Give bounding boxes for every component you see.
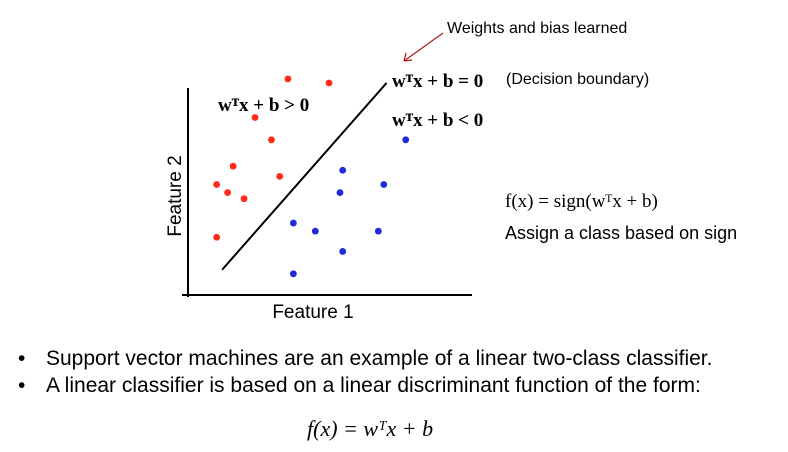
red-data-point xyxy=(213,233,221,241)
positive-region-label: wᵀx + b > 0 xyxy=(218,95,310,116)
blue-data-point xyxy=(402,136,410,144)
annotation-arrow-head xyxy=(403,52,413,62)
blue-data-point xyxy=(311,227,319,235)
blue-data-point xyxy=(374,227,382,235)
y-axis-label: Feature 2 xyxy=(165,155,186,236)
red-data-point xyxy=(224,189,232,196)
negative-region-label: wᵀx + b < 0 xyxy=(392,110,484,131)
bullet-text: A linear classifier is based on a linear… xyxy=(46,374,701,397)
boundary-equation: wᵀx + b = 0 xyxy=(392,71,484,92)
red-data-point xyxy=(213,181,221,188)
red-data-point xyxy=(251,114,259,121)
blue-data-point xyxy=(339,248,347,255)
decision-boundary-line xyxy=(221,82,388,271)
x-axis-label: Feature 1 xyxy=(272,302,353,323)
red-data-point xyxy=(240,195,248,203)
red-data-point xyxy=(276,172,284,180)
red-data-point xyxy=(284,75,292,83)
blue-data-point xyxy=(336,189,344,196)
boundary-label: (Decision boundary) xyxy=(506,71,650,88)
assign-class-text: Assign a class based on sign xyxy=(505,223,738,243)
bullet-text: Support vector machines are an example o… xyxy=(46,347,713,370)
blue-data-point xyxy=(289,270,297,278)
annotation-arrow xyxy=(403,32,444,62)
bullet-item: • A linear classifier is based on a linea… xyxy=(18,374,701,397)
red-data-point xyxy=(325,79,333,87)
bullet-item: • Support vector machines are an example … xyxy=(18,347,713,370)
scatter-plot: Feature 1 Feature 2 xyxy=(165,32,472,323)
blue-data-point xyxy=(380,181,388,188)
sign-function: f(x) = sign(wᵀx + b) xyxy=(505,191,658,212)
blue-data-point xyxy=(339,166,347,174)
bullet-list: • Support vector machines are an example … xyxy=(18,345,712,399)
weights-learned-label: Weights and bias learned xyxy=(447,20,628,37)
linear-discriminant-formula: f(x) = wᵀx + b xyxy=(307,416,434,441)
red-data-point xyxy=(229,162,237,170)
red-data-point xyxy=(268,136,275,144)
blue-data-point xyxy=(289,219,297,227)
